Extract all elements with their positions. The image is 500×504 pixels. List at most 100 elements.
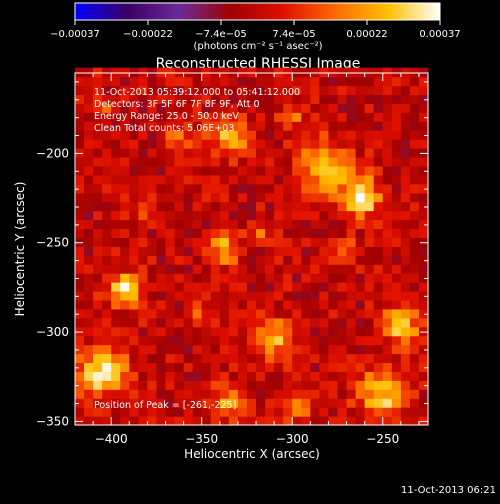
heatmap-cell bbox=[75, 246, 85, 256]
heatmap-cell bbox=[256, 156, 266, 167]
heatmap-cell bbox=[111, 407, 121, 417]
heatmap-cell bbox=[418, 192, 429, 203]
heatmap-cell bbox=[93, 362, 103, 372]
heatmap-cell bbox=[228, 94, 239, 104]
heatmap-cell bbox=[75, 165, 85, 176]
heatmap-cell bbox=[75, 228, 85, 238]
heatmap-cell bbox=[328, 156, 339, 167]
heatmap-cell bbox=[265, 282, 275, 292]
heatmap-cell bbox=[409, 282, 420, 292]
heatmap-cell bbox=[400, 353, 411, 364]
heatmap-cell bbox=[84, 165, 94, 176]
heatmap-cell bbox=[400, 326, 411, 337]
heatmap-cell bbox=[364, 94, 375, 104]
heatmap-cell bbox=[391, 353, 402, 364]
heatmap-cell bbox=[165, 344, 176, 355]
heatmap-cell bbox=[174, 416, 185, 426]
heatmap-cell bbox=[292, 210, 302, 221]
heatmap-cell bbox=[219, 183, 230, 194]
heatmap-cell bbox=[319, 362, 330, 372]
heatmap-cell bbox=[400, 139, 411, 149]
heatmap-cell bbox=[210, 94, 221, 104]
heatmap-cell bbox=[93, 255, 103, 265]
heatmap-cell bbox=[373, 416, 384, 426]
heatmap-cell bbox=[93, 94, 103, 104]
heatmap-cell bbox=[310, 407, 320, 417]
heatmap-cell bbox=[156, 94, 167, 104]
heatmap-cell bbox=[256, 192, 266, 203]
heatmap-cell bbox=[256, 183, 266, 194]
heatmap-cell bbox=[102, 371, 112, 381]
heatmap-cell bbox=[382, 130, 393, 140]
heatmap-cell bbox=[237, 183, 248, 194]
heatmap-cell bbox=[301, 290, 311, 301]
heatmap-cell bbox=[201, 389, 212, 399]
heatmap-cell bbox=[310, 290, 320, 301]
heatmap-cell bbox=[75, 308, 85, 319]
heatmap-cell bbox=[283, 246, 293, 256]
heatmap-cell bbox=[382, 139, 393, 149]
heatmap-cell bbox=[373, 130, 384, 140]
heatmap-cell bbox=[102, 326, 112, 337]
heatmap-cell bbox=[129, 156, 139, 167]
heatmap-cell bbox=[228, 103, 239, 113]
heatmap-cell bbox=[156, 148, 167, 158]
heatmap-cell bbox=[129, 362, 139, 372]
heatmap-cell bbox=[192, 246, 203, 256]
heatmap-cell bbox=[319, 121, 330, 131]
heatmap-cell bbox=[129, 353, 139, 364]
heatmap-cell bbox=[228, 201, 239, 212]
heatmap-cell bbox=[138, 156, 149, 167]
heatmap-cell bbox=[120, 264, 130, 274]
heatmap-cell bbox=[192, 416, 203, 426]
heatmap-cell bbox=[237, 165, 248, 176]
heatmap-cell bbox=[84, 407, 94, 417]
heatmap-cell bbox=[328, 148, 339, 158]
heatmap-cell bbox=[102, 264, 112, 274]
annotation-energy: Energy Range: 25.0 - 50.0 keV bbox=[94, 111, 239, 122]
heatmap-cell bbox=[201, 362, 212, 372]
heatmap-cell bbox=[265, 103, 275, 113]
heatmap-cell bbox=[355, 228, 366, 238]
heatmap-cell bbox=[328, 371, 339, 381]
heatmap-cell bbox=[319, 371, 330, 381]
heatmap-cell bbox=[129, 237, 139, 247]
heatmap-cell bbox=[328, 183, 339, 194]
heatmap-cell bbox=[174, 290, 185, 301]
heatmap-cell bbox=[301, 174, 311, 185]
heatmap-cell bbox=[337, 219, 348, 230]
heatmap-cell bbox=[237, 416, 248, 426]
heatmap-cell bbox=[210, 299, 221, 310]
heatmap-cell bbox=[138, 264, 149, 274]
heatmap-cell bbox=[246, 407, 257, 417]
heatmap-cell bbox=[355, 264, 366, 274]
heatmap-cell bbox=[228, 130, 239, 140]
heatmap-cell bbox=[409, 380, 420, 390]
heatmap-cell bbox=[93, 407, 103, 417]
heatmap-cell bbox=[120, 273, 130, 283]
heatmap-cell bbox=[192, 255, 203, 265]
heatmap-cell bbox=[138, 165, 149, 176]
heatmap-cell bbox=[346, 308, 357, 319]
heatmap-cell bbox=[183, 407, 194, 417]
heatmap-cell bbox=[355, 380, 366, 390]
heatmap-cell bbox=[102, 228, 112, 238]
heatmap-cell bbox=[373, 192, 384, 203]
heatmap-cell bbox=[355, 299, 366, 310]
heatmap-cell bbox=[328, 112, 339, 122]
heatmap-cell bbox=[147, 85, 158, 96]
heatmap-cell bbox=[192, 326, 203, 337]
heatmap-cell bbox=[228, 416, 239, 426]
heatmap-cell bbox=[138, 94, 149, 104]
heatmap-cell bbox=[391, 299, 402, 310]
heatmap-cell bbox=[102, 362, 112, 372]
heatmap-cell bbox=[400, 362, 411, 372]
heatmap-cell bbox=[147, 353, 158, 364]
heatmap-cell bbox=[219, 237, 230, 247]
heatmap-cell bbox=[228, 290, 239, 301]
heatmap-cell bbox=[292, 326, 302, 337]
heatmap-cell bbox=[147, 362, 158, 372]
heatmap-cell bbox=[228, 165, 239, 176]
heatmap-cell bbox=[93, 344, 103, 355]
heatmap-cell bbox=[310, 389, 320, 399]
